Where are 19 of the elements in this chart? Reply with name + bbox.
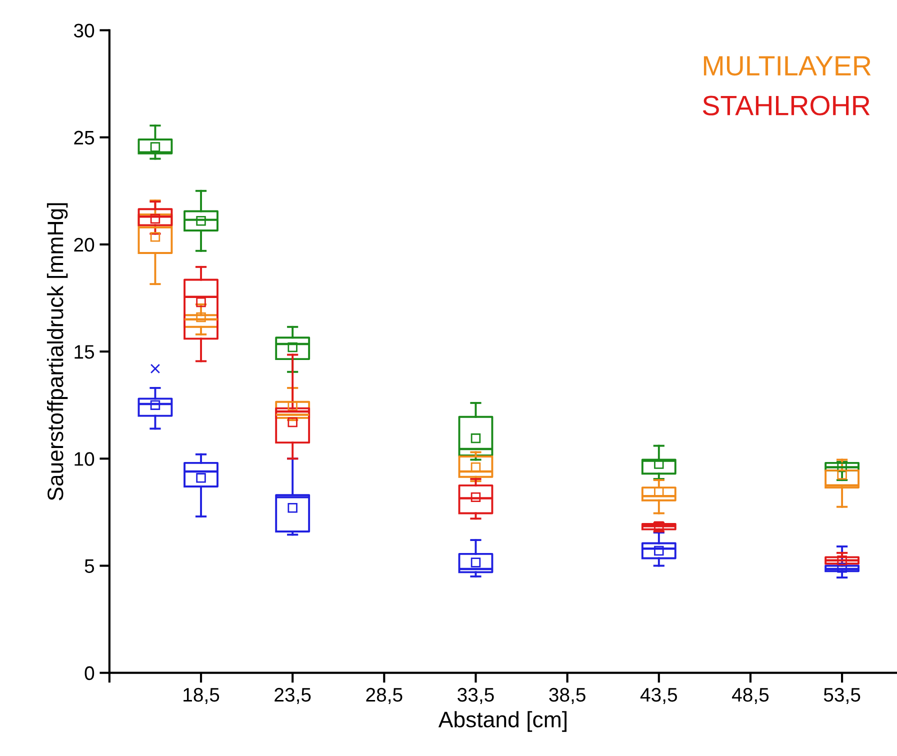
text: MULTILAYER <box>704 56 871 76</box>
x-tick-label: 53,5 <box>824 688 860 704</box>
x-tick-label: 28,5 <box>366 688 402 704</box>
y-tick-label: 0 <box>84 666 94 680</box>
x-axis-title: Abstand [cm] <box>438 711 566 732</box>
x-tick-label: 38,5 <box>549 688 586 704</box>
text: STAHLROHR <box>702 96 870 116</box>
y-tick-label: 15 <box>74 345 94 359</box>
y-tick-label: 20 <box>74 238 94 252</box>
x-tick-label: 48,5 <box>732 688 769 704</box>
y-axis-title: Sauerstoffpartialdruck [mmHg] <box>46 203 68 500</box>
y-tick-label: 30 <box>74 24 94 38</box>
x-tick-label: 18,5 <box>184 688 220 704</box>
y-tick-label: 25 <box>74 130 94 145</box>
y-tick-label: 10 <box>74 452 94 466</box>
y-tick-label: 5 <box>84 559 94 573</box>
x-tick-label: 23,5 <box>274 688 311 704</box>
x-tick-label: 33,5 <box>458 688 494 704</box>
x-tick-label: 43,5 <box>640 688 678 704</box>
